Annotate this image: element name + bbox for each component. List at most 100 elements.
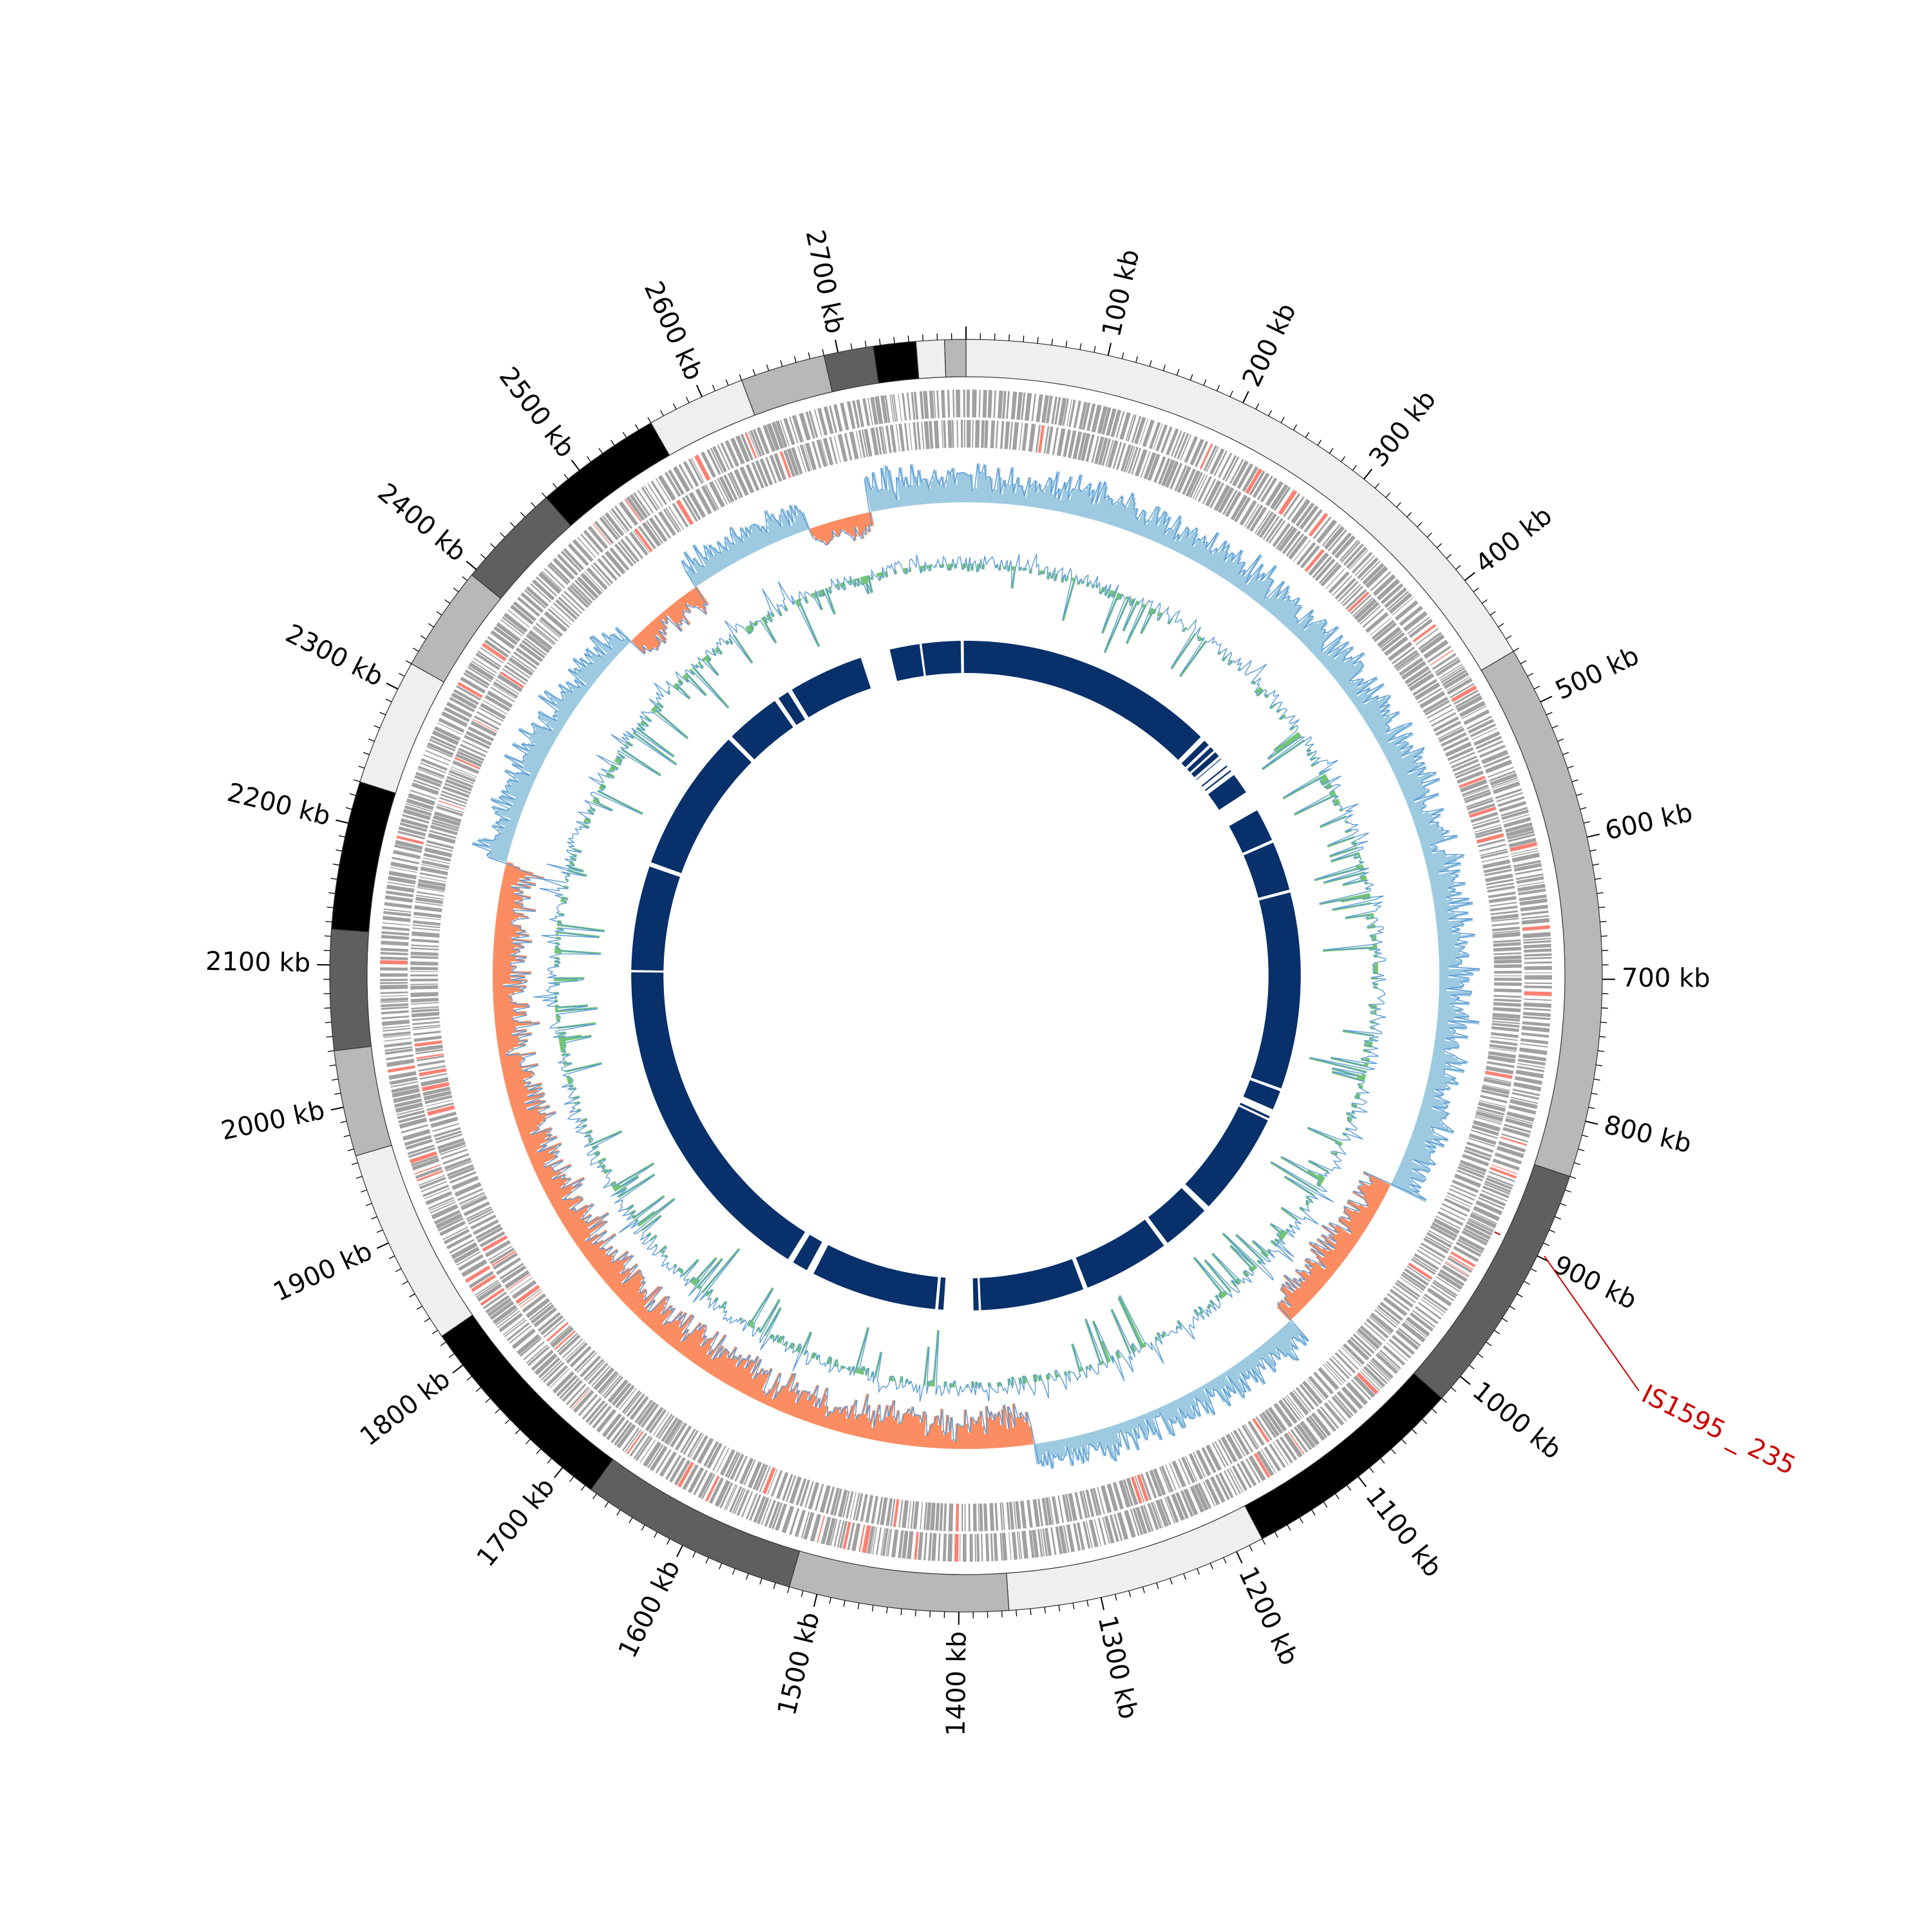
gc-content-bar [677, 680, 683, 686]
cds-feature [1377, 1305, 1401, 1325]
gc-skew-bar [1218, 553, 1235, 576]
gc-skew-bar [1421, 1103, 1433, 1110]
cds-feature [526, 633, 550, 654]
gc-skew-bar [576, 1239, 587, 1247]
gc-skew-bar [1434, 1045, 1452, 1051]
cds-feature [1512, 1088, 1540, 1097]
gc-skew-bar [1201, 549, 1213, 567]
cds-feature [1508, 837, 1537, 848]
minor-tick [871, 1605, 874, 1612]
gc-skew-bar [1439, 994, 1451, 998]
gc-skew-bar [1363, 708, 1381, 721]
cds-feature [546, 1321, 569, 1342]
cds-feature [655, 1449, 672, 1474]
gc-content-bar [694, 663, 699, 668]
cds-feature [1507, 830, 1535, 840]
cds-feature [1468, 1218, 1494, 1233]
cds-feature [999, 1533, 1003, 1561]
cds-feature [705, 484, 719, 510]
gc-skew-bar [1311, 1267, 1329, 1283]
gc-skew-bar [737, 536, 750, 556]
cds-feature [1473, 731, 1501, 746]
gc-skew-bar [541, 1173, 566, 1187]
cds-feature [473, 658, 497, 674]
gc-skew-bar [923, 478, 929, 504]
gc-skew-bar [1110, 1426, 1118, 1444]
gc-skew-bar [875, 1420, 882, 1441]
cds-feature [1363, 1321, 1386, 1341]
cds-feature [643, 1441, 662, 1467]
minor-tick [351, 1162, 358, 1166]
cds-feature [418, 765, 445, 778]
gc-skew-bar [1397, 1167, 1426, 1182]
cds-feature [1484, 1180, 1511, 1193]
gc-skew-bar [1150, 1410, 1155, 1419]
gc-skew-bar [681, 559, 701, 585]
gc-skew-bar [893, 1423, 900, 1444]
cds-feature [654, 515, 672, 539]
cds-feature [515, 647, 540, 667]
gc-skew-bar [1436, 919, 1449, 923]
tick-label: 100 kb [1097, 247, 1146, 339]
minor-tick [424, 1318, 430, 1322]
gc-skew-bar [1439, 988, 1447, 991]
cds-feature [1246, 504, 1264, 530]
gc-skew-bar [641, 629, 659, 648]
cds-feature [1311, 1412, 1332, 1437]
cds-feature [1229, 459, 1244, 484]
cds-feature [665, 507, 682, 532]
cds-feature [1362, 563, 1385, 585]
cds-feature [482, 642, 507, 661]
gc-skew-bar [1265, 597, 1278, 611]
cds-feature [471, 660, 496, 677]
minor-tick [553, 483, 558, 489]
minor-tick [1432, 1408, 1437, 1414]
gc-content-bar [1236, 1278, 1242, 1284]
cds-feature [1218, 1439, 1233, 1464]
cds-feature [748, 431, 759, 458]
cds-feature [421, 758, 448, 772]
gc-content-bar [860, 576, 864, 585]
cds-feature [1349, 549, 1369, 571]
cds-feature [1492, 930, 1520, 934]
cds-feature [383, 1037, 412, 1042]
gc-skew-bar [1039, 491, 1045, 509]
cds-feature [1368, 1361, 1390, 1382]
cds-feature [482, 700, 507, 715]
tick-label: 1300 kb [1092, 1613, 1144, 1721]
cds-feature [569, 584, 591, 606]
minor-tick [1037, 337, 1039, 344]
cds-feature [1104, 1515, 1115, 1544]
gc-skew-bar [554, 710, 569, 721]
cds-feature [1357, 1328, 1380, 1350]
gc-skew-bar [589, 661, 603, 674]
cds-feature [734, 469, 749, 497]
gc-skew-bar [1320, 1234, 1349, 1256]
gc-skew-bar [1279, 598, 1302, 623]
minor-tick [432, 1330, 439, 1334]
minor-tick [685, 397, 690, 403]
cds-feature [794, 1510, 806, 1537]
cds-feature [767, 1468, 778, 1495]
cds-feature [1085, 434, 1095, 462]
cds-feature [1340, 541, 1361, 563]
gc-skew-bar [1435, 1028, 1455, 1034]
gc-content-bar [1356, 1093, 1361, 1097]
cds-feature [1523, 938, 1551, 941]
cds-feature [849, 1492, 857, 1520]
minor-tick [1374, 483, 1379, 489]
gc-skew-bar [1347, 1200, 1375, 1217]
cds-feature [1522, 1012, 1551, 1018]
cds-feature [411, 938, 439, 943]
cds-feature [1456, 1170, 1483, 1182]
gc-skew-bar [1416, 1119, 1454, 1135]
cds-feature [1272, 522, 1291, 547]
gc-content-bar [673, 684, 680, 690]
cds-feature [1470, 723, 1497, 738]
gc-skew-bar [1296, 629, 1305, 638]
gc-skew-bar [724, 536, 741, 561]
gc-skew-bar [527, 1150, 538, 1156]
gc-skew-bar [1312, 1243, 1341, 1266]
gc-skew-bar [567, 1220, 585, 1233]
gc-skew-bar [1352, 692, 1368, 705]
